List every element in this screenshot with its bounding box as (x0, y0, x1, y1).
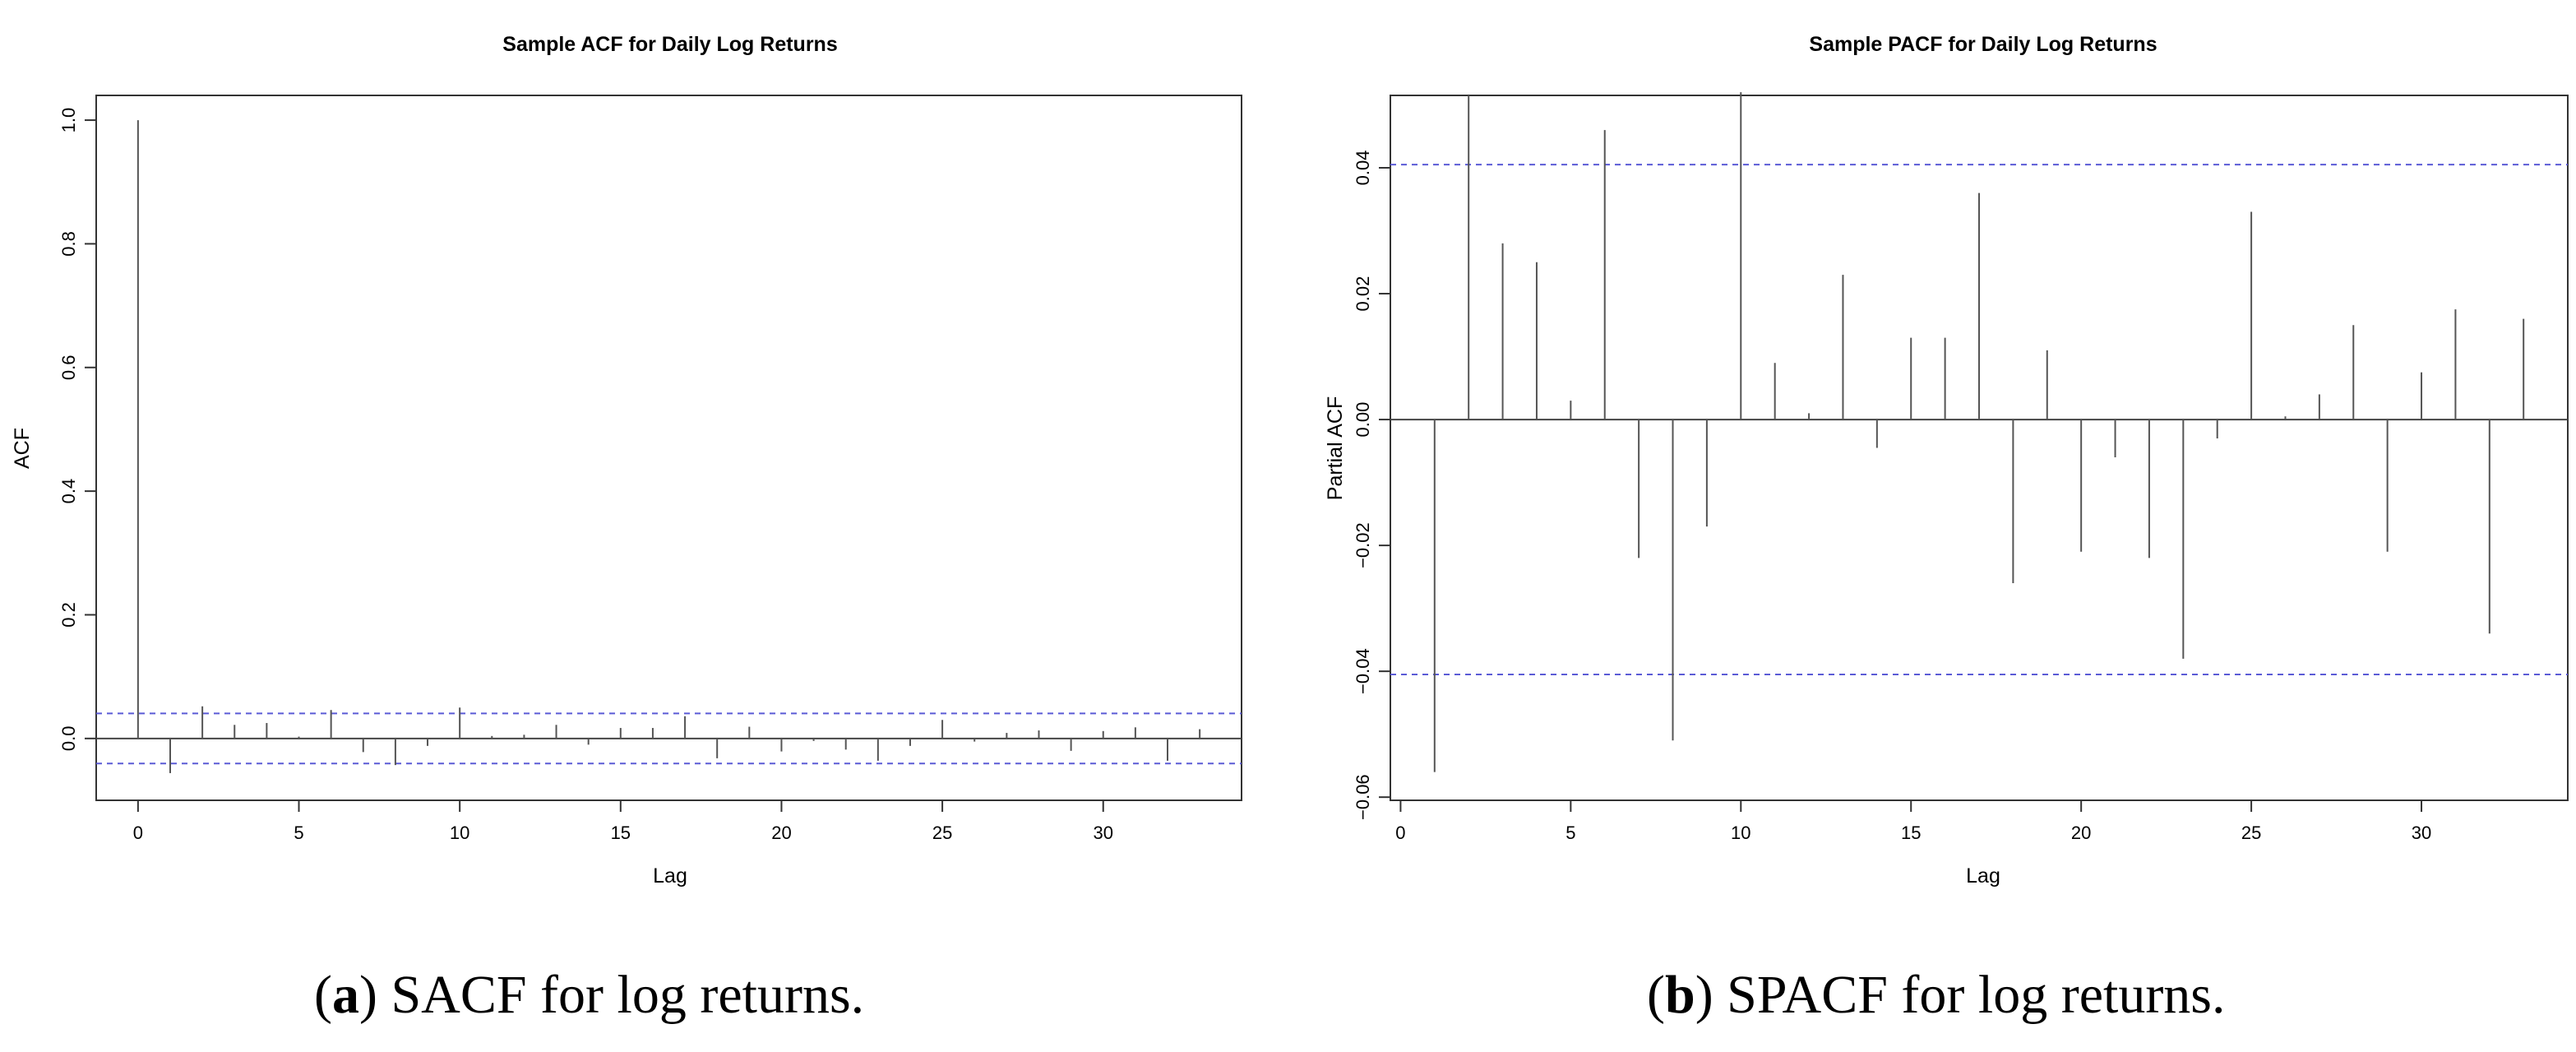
acf-y-tick-label: 0.8 (58, 231, 79, 257)
pacf-x-tick-label: 0 (1395, 823, 1405, 843)
caption-b: (b) SPACF for log returns. (1647, 965, 2226, 1025)
acf-y-tick-label: 0.6 (58, 355, 79, 380)
pacf-plot-frame (1390, 95, 2569, 801)
acf-y-axis-label: ACF (11, 428, 34, 469)
caption-b-text: ) SPACF for log returns. (1695, 965, 2226, 1025)
caption-a-text: ) SACF for log returns. (358, 965, 865, 1025)
acf-x-tick-label: 30 (1094, 823, 1113, 843)
acf-chart-title: Sample ACF for Daily Log Returns (502, 33, 837, 56)
acf-plot-frame (95, 95, 1242, 801)
pacf-y-tick-label: −0.06 (1353, 774, 1373, 820)
acf-y-tick-label: 1.0 (58, 108, 79, 133)
acf-y-tick-label: 0.4 (58, 479, 79, 504)
acf-x-tick-label: 20 (771, 823, 791, 843)
pacf-x-tick-label: 25 (2241, 823, 2261, 843)
pacf-x-tick-label: 10 (1731, 823, 1750, 843)
caption-a: (a) SACF for log returns. (314, 965, 865, 1025)
pacf-x-ticks: 0 5 10 15 20 25 30 (1395, 800, 2431, 843)
acf-y-ticks: 0.0 0.2 0.4 0.6 0.8 1.0 (58, 108, 96, 751)
acf-x-tick-label: 5 (294, 823, 303, 843)
pacf-x-axis-label: Lag (1966, 864, 2000, 887)
pacf-y-ticks: −0.06 −0.04 −0.02 0.00 0.02 0.04 (1353, 151, 1390, 820)
acf-x-tick-label: 15 (611, 823, 631, 843)
acf-x-tick-label: 25 (932, 823, 952, 843)
pacf-y-tick-label: 0.02 (1353, 276, 1373, 312)
pacf-x-tick-label: 15 (1901, 823, 1921, 843)
acf-confidence-band (96, 712, 1242, 765)
acf-panel: Sample ACF for Daily Log Returns 0.00.20… (11, 33, 1242, 887)
caption-b-label: b (1664, 965, 1695, 1025)
pacf-y-tick-label: −0.04 (1353, 648, 1373, 694)
pacf-chart-title: Sample PACF for Daily Log Returns (1809, 33, 2157, 56)
pacf-bars (1390, 92, 2568, 772)
acf-y-tick-label: 0.2 (58, 602, 79, 628)
pacf-y-tick-label: −0.02 (1353, 522, 1373, 568)
pacf-y-axis-label: Partial ACF (1324, 396, 1347, 500)
acf-bars (96, 120, 1242, 773)
pacf-x-tick-label: 20 (2071, 823, 2091, 843)
pacf-panel: Sample PACF for Daily Log Returns −0.06−… (1324, 33, 2569, 887)
pacf-confidence-band (1390, 164, 2568, 675)
acf-y-tick-label: 0.0 (58, 726, 79, 752)
pacf-x-tick-label: 5 (1565, 823, 1575, 843)
acf-x-axis-label: Lag (653, 864, 687, 887)
pacf-x-tick-label: 30 (2412, 823, 2431, 843)
acf-x-ticks: 0 5 10 15 20 25 30 (133, 800, 1113, 843)
pacf-y-tick-label: 0.00 (1353, 402, 1373, 438)
caption-a-label: a (331, 965, 359, 1025)
acf-x-tick-label: 10 (450, 823, 469, 843)
pacf-y-tick-label: 0.04 (1353, 151, 1373, 186)
acf-x-tick-label: 0 (133, 823, 143, 843)
